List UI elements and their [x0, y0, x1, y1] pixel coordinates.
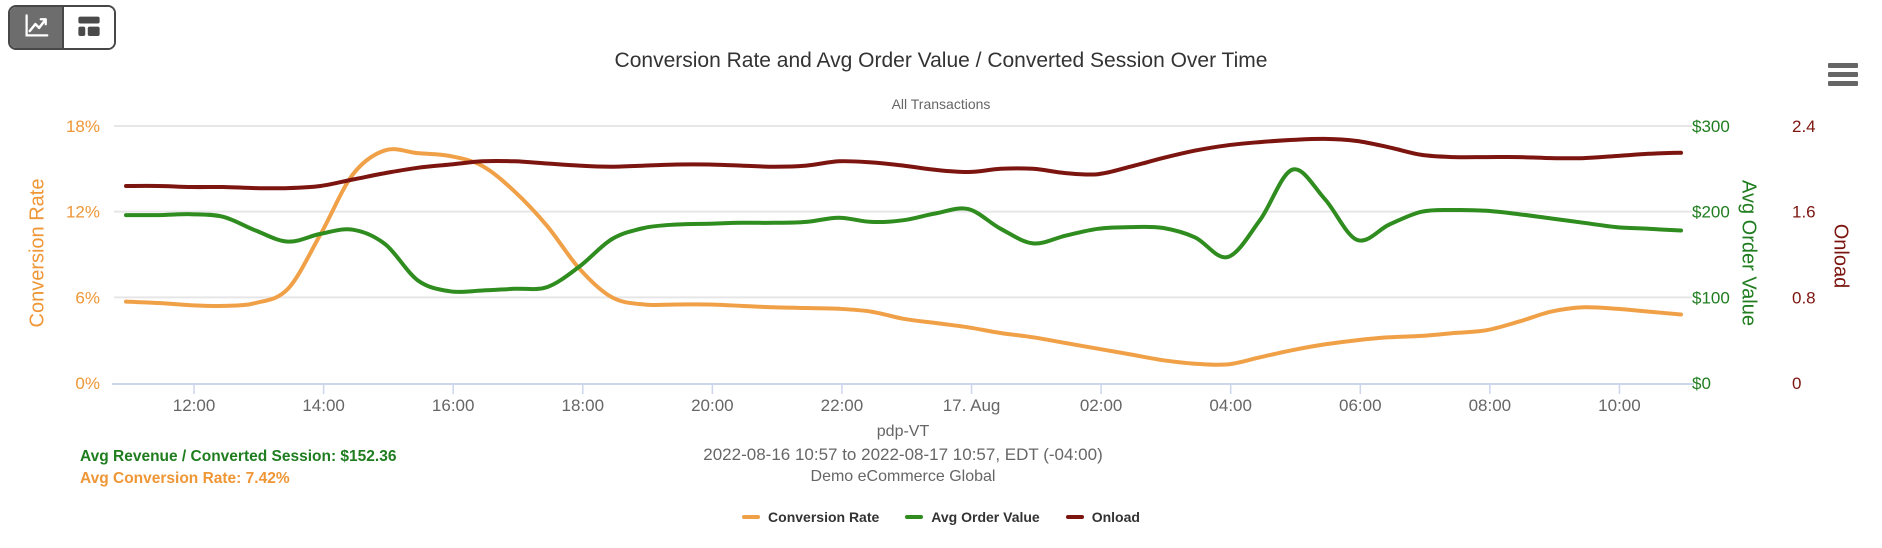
series-line-onload: [124, 136, 1683, 191]
legend-swatch-icon: [1065, 515, 1084, 519]
hamburger-menu-icon: [1828, 72, 1858, 77]
y-tick-label-onload: 2.4: [1792, 117, 1816, 136]
x-tick-label: 08:00: [1469, 396, 1512, 415]
y-axis-title-avg-order-value: Avg Order Value: [1737, 179, 1760, 327]
legend-item-onload[interactable]: Onload: [1065, 509, 1140, 525]
y-tick-label-aov: $100: [1692, 288, 1730, 307]
x-tick-label: 14:00: [302, 396, 345, 415]
legend-label: Conversion Rate: [768, 509, 880, 525]
x-tick-label: 10:00: [1598, 396, 1641, 415]
x-axis-title-metric: pdp-VT: [876, 423, 930, 440]
y-tick-label-onload: 0.8: [1792, 288, 1816, 307]
x-tick-label: 12:00: [173, 396, 216, 415]
hamburger-menu-icon: [1828, 63, 1858, 68]
x-tick-label: 02:00: [1080, 396, 1123, 415]
legend-swatch-icon: [905, 515, 924, 519]
x-tick-label: 04:00: [1209, 396, 1252, 415]
y-tick-label-aov: $0: [1692, 374, 1711, 393]
chart-title: Conversion Rate and Avg Order Value / Co…: [614, 49, 1268, 72]
y-tick-label-aov: $300: [1692, 117, 1730, 136]
y-tick-label-conversion: 0%: [75, 374, 100, 393]
legend-label: Onload: [1091, 509, 1140, 525]
summary-block: Avg Revenue / Converted Session: $152.36…: [80, 446, 396, 490]
x-axis-title-block: pdp-VT 2022-08-16 10:57 to 2022-08-17 10…: [403, 421, 1403, 489]
x-tick-label: 18:00: [562, 396, 605, 415]
x-tick-label: 06:00: [1339, 396, 1382, 415]
y-tick-label-conversion: 18%: [66, 117, 100, 136]
x-tick-label: 16:00: [432, 396, 475, 415]
x-axis-title-daterange: 2022-08-16 10:57 to 2022-08-17 10:57, ED…: [703, 444, 1103, 464]
avg-conversion-summary: Avg Conversion Rate: 7.42%: [80, 470, 290, 487]
y-tick-label-conversion: 12%: [66, 203, 100, 222]
y-axis-title-conversion-rate: Conversion Rate: [26, 178, 49, 328]
line-chart-icon: [21, 11, 51, 44]
chart-legend: Conversion Rate Avg Order Value Onload: [0, 509, 1882, 525]
legend-item-conversion-rate[interactable]: Conversion Rate: [742, 509, 879, 525]
chart-context-menu-button[interactable]: [1828, 63, 1858, 86]
y-tick-label-conversion: 6%: [75, 288, 100, 307]
chart-subtitle: All Transactions: [891, 96, 991, 112]
hamburger-menu-icon: [1828, 81, 1858, 86]
x-axis-title-site: Demo eCommerce Global: [810, 468, 996, 485]
x-tick-label: 17. Aug: [943, 396, 1001, 415]
series-line-avg-order-value: [124, 167, 1683, 294]
legend-swatch-icon: [742, 515, 761, 519]
y-axis-title-onload: Onload: [1829, 223, 1852, 289]
y-tick-label-aov: $200: [1692, 203, 1730, 222]
dashboard-layout-icon: [74, 11, 104, 44]
y-tick-label-onload: 1.6: [1792, 203, 1816, 222]
y-tick-label-onload: 0: [1792, 374, 1801, 393]
x-tick-label: 22:00: [821, 396, 864, 415]
legend-item-avg-order-value[interactable]: Avg Order Value: [905, 509, 1040, 525]
legend-label: Avg Order Value: [931, 509, 1040, 525]
dashboard-view-button[interactable]: [62, 7, 114, 48]
chart-view-button[interactable]: [10, 7, 62, 48]
series-line-conversion-rate: [124, 147, 1683, 367]
view-toggle-group: [8, 5, 116, 50]
avg-revenue-summary: Avg Revenue / Converted Session: $152.36: [80, 448, 397, 465]
x-tick-label: 20:00: [691, 396, 734, 415]
